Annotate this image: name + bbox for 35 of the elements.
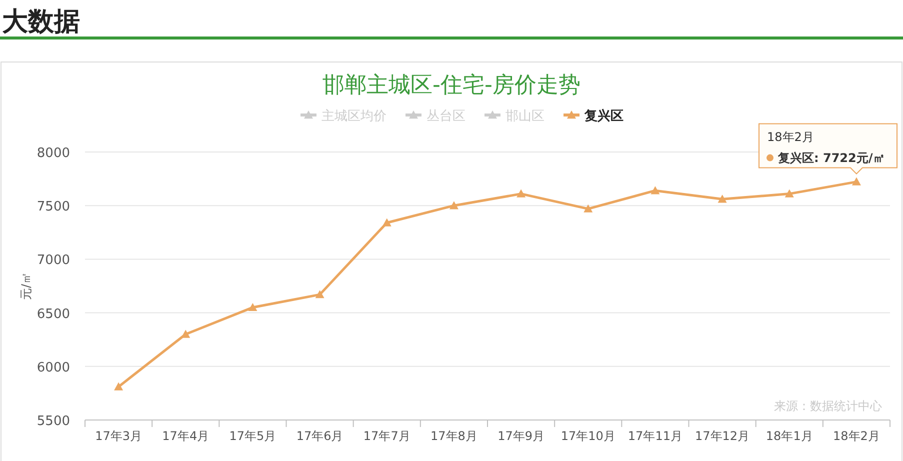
point [114,382,124,390]
x-tick-label: 17年4月 [162,429,210,443]
point [852,177,861,186]
y-tick-label: 6500 [36,306,70,322]
x-tick-label: 17年10月 [560,429,616,443]
y-tick-label: 6000 [36,360,70,376]
x-tick-label: 17年5月 [229,429,276,443]
y-tick-label: 8000 [36,146,70,161]
x-tick-label: 17年12月 [695,429,750,443]
point [784,189,794,198]
y-axis-title: 元/㎡ [19,272,33,300]
annotation: 复兴区: 7722元/㎡ [777,150,885,165]
x-tick-label: 18年1月 [766,429,813,443]
x-tick-label: 17年7月 [363,429,410,443]
y-tick-label: 7000 [36,253,70,268]
x-tick-label: 17年8月 [430,429,478,443]
point [718,194,727,203]
point [650,186,660,194]
point [516,189,526,198]
point [382,218,392,226]
x-tick-label: 17年6月 [296,429,344,443]
point [315,290,324,298]
y-tick-label: 7500 [36,200,70,215]
y-tick-label: 5500 [36,414,70,429]
chart-title: 邯郸主城区-住宅-房价走势 [322,73,580,98]
x-tick-label: 17年11月 [628,429,682,443]
point [449,201,458,210]
text: 大数据 [2,7,80,37]
point [248,302,258,312]
x-tick-label: 18年2月 [833,429,880,443]
text: 18年2月 [767,130,814,144]
point [584,204,593,212]
x-tick-label: 17年9月 [498,429,544,443]
x-tick-label: 17年3月 [95,429,142,443]
legend-label: 复兴区 [584,108,624,124]
